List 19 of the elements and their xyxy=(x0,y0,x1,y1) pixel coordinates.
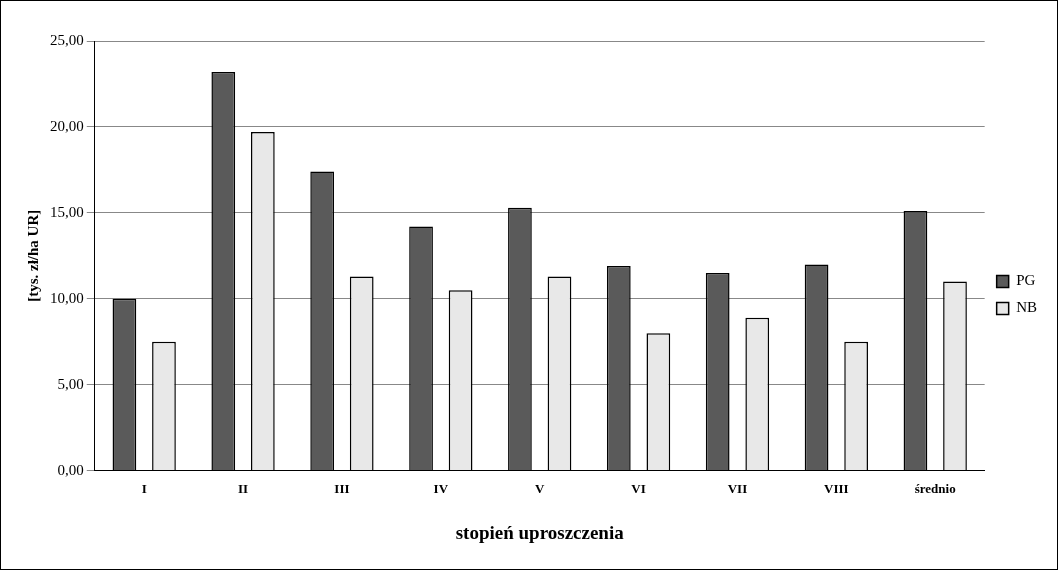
x-tick-label: IV xyxy=(433,480,449,496)
x-tick-label: V xyxy=(535,480,546,496)
y-tick-label: 25,00 xyxy=(50,31,84,48)
legend-label: PG xyxy=(1016,272,1036,289)
x-tick-label: I xyxy=(141,480,147,496)
y-tick-label: 20,00 xyxy=(50,117,84,134)
x-tick-label: VII xyxy=(727,480,748,496)
x-tick-label: II xyxy=(238,480,249,496)
y-tick-label: 10,00 xyxy=(50,289,84,306)
y-tick-label: 5,00 xyxy=(57,375,84,392)
y-axis-title: [tys. zł/ha UR] xyxy=(24,209,41,302)
x-tick-label: VIII xyxy=(824,480,849,496)
x-axis-title: stopień uproszczenia xyxy=(455,521,625,543)
x-tick-label: III xyxy=(334,480,350,496)
y-tick-label: 0,00 xyxy=(57,461,84,478)
legend-label: NB xyxy=(1016,299,1038,316)
x-tick-label: VI xyxy=(631,480,646,496)
x-tick-label: średnio xyxy=(914,480,956,496)
y-tick-label: 15,00 xyxy=(50,203,84,220)
